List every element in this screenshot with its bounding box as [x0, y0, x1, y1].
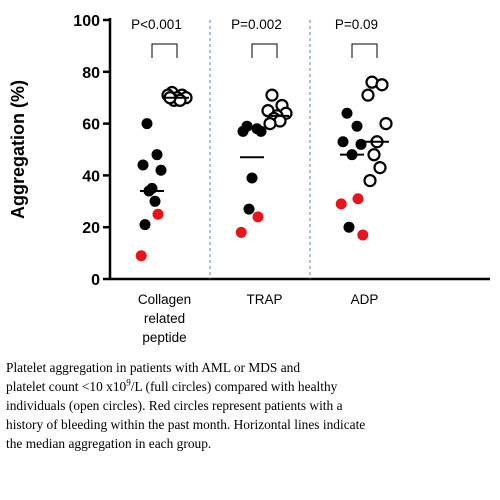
patient-point: [237, 125, 249, 137]
caption-line-2a: platelet count <10 x10: [6, 379, 127, 394]
bleeding-patient-point: [335, 198, 347, 210]
y-tick-label: 80: [82, 65, 100, 82]
caption-superscript: 9: [126, 377, 131, 388]
significance-bracket: [151, 43, 178, 58]
patient-point: [341, 107, 353, 119]
bleeding-patient-point: [135, 250, 147, 262]
y-tick-label: 20: [82, 220, 100, 237]
healthy-point: [363, 173, 377, 188]
p-value-label: P=0.09: [335, 17, 378, 32]
patient-point: [255, 125, 267, 137]
patient-point: [337, 136, 349, 148]
healthy-point: [265, 88, 279, 102]
patient-point: [243, 203, 255, 215]
bleeding-patient-point: [152, 208, 164, 220]
x-group-label: related: [144, 311, 185, 326]
patient-point: [149, 195, 161, 207]
patient-point: [151, 149, 163, 161]
healthy-point: [379, 116, 393, 131]
patient-point: [137, 159, 149, 171]
y-tick-label: 0: [91, 272, 100, 289]
caption-line-3: individuals (open circles). Red circles …: [6, 398, 343, 413]
bleeding-patient-point: [235, 226, 247, 238]
x-group-label: TRAP: [246, 292, 282, 307]
significance-bracket: [351, 43, 378, 58]
y-axis-label: Aggregation (%): [8, 80, 28, 219]
caption-line-5: the median aggregation in each group.: [6, 436, 212, 451]
significance-bracket: [251, 43, 278, 58]
bleeding-patient-point: [252, 211, 264, 223]
x-group-label: peptide: [142, 330, 186, 345]
y-tick-label: 100: [73, 13, 100, 30]
x-group-label: ADP: [351, 292, 379, 307]
aggregation-scatter-chart: Aggregation (%) 0 20 40 60 80 100 Collagen relat…: [8, 13, 490, 345]
y-tick-label: 60: [82, 117, 100, 134]
bleeding-patient-point: [352, 193, 364, 205]
x-group-label: Collagen: [138, 292, 191, 307]
figure-caption: Platelet aggregation in patients with AM…: [6, 358, 494, 453]
patient-point: [139, 219, 151, 231]
patient-point: [141, 118, 153, 130]
patient-point: [155, 164, 167, 176]
patient-point: [343, 221, 355, 233]
healthy-point: [367, 148, 381, 162]
caption-line-1: Platelet aggregation in patients with AM…: [6, 360, 301, 375]
patient-point: [355, 138, 367, 150]
y-tick-label: 40: [82, 168, 100, 185]
patient-point: [246, 172, 258, 184]
p-value-label: P<0.001: [131, 17, 182, 32]
healthy-point: [373, 161, 387, 175]
caption-line-2b: /L (full circles) compared with healthy: [130, 379, 338, 394]
healthy-point: [263, 116, 277, 131]
caption-line-4: history of bleeding within the past mont…: [6, 417, 366, 432]
healthy-point: [361, 88, 375, 102]
p-value-label: P=0.002: [231, 17, 282, 32]
patient-point: [351, 120, 363, 132]
bleeding-patient-point: [357, 229, 369, 241]
healthy-point: [375, 78, 389, 92]
